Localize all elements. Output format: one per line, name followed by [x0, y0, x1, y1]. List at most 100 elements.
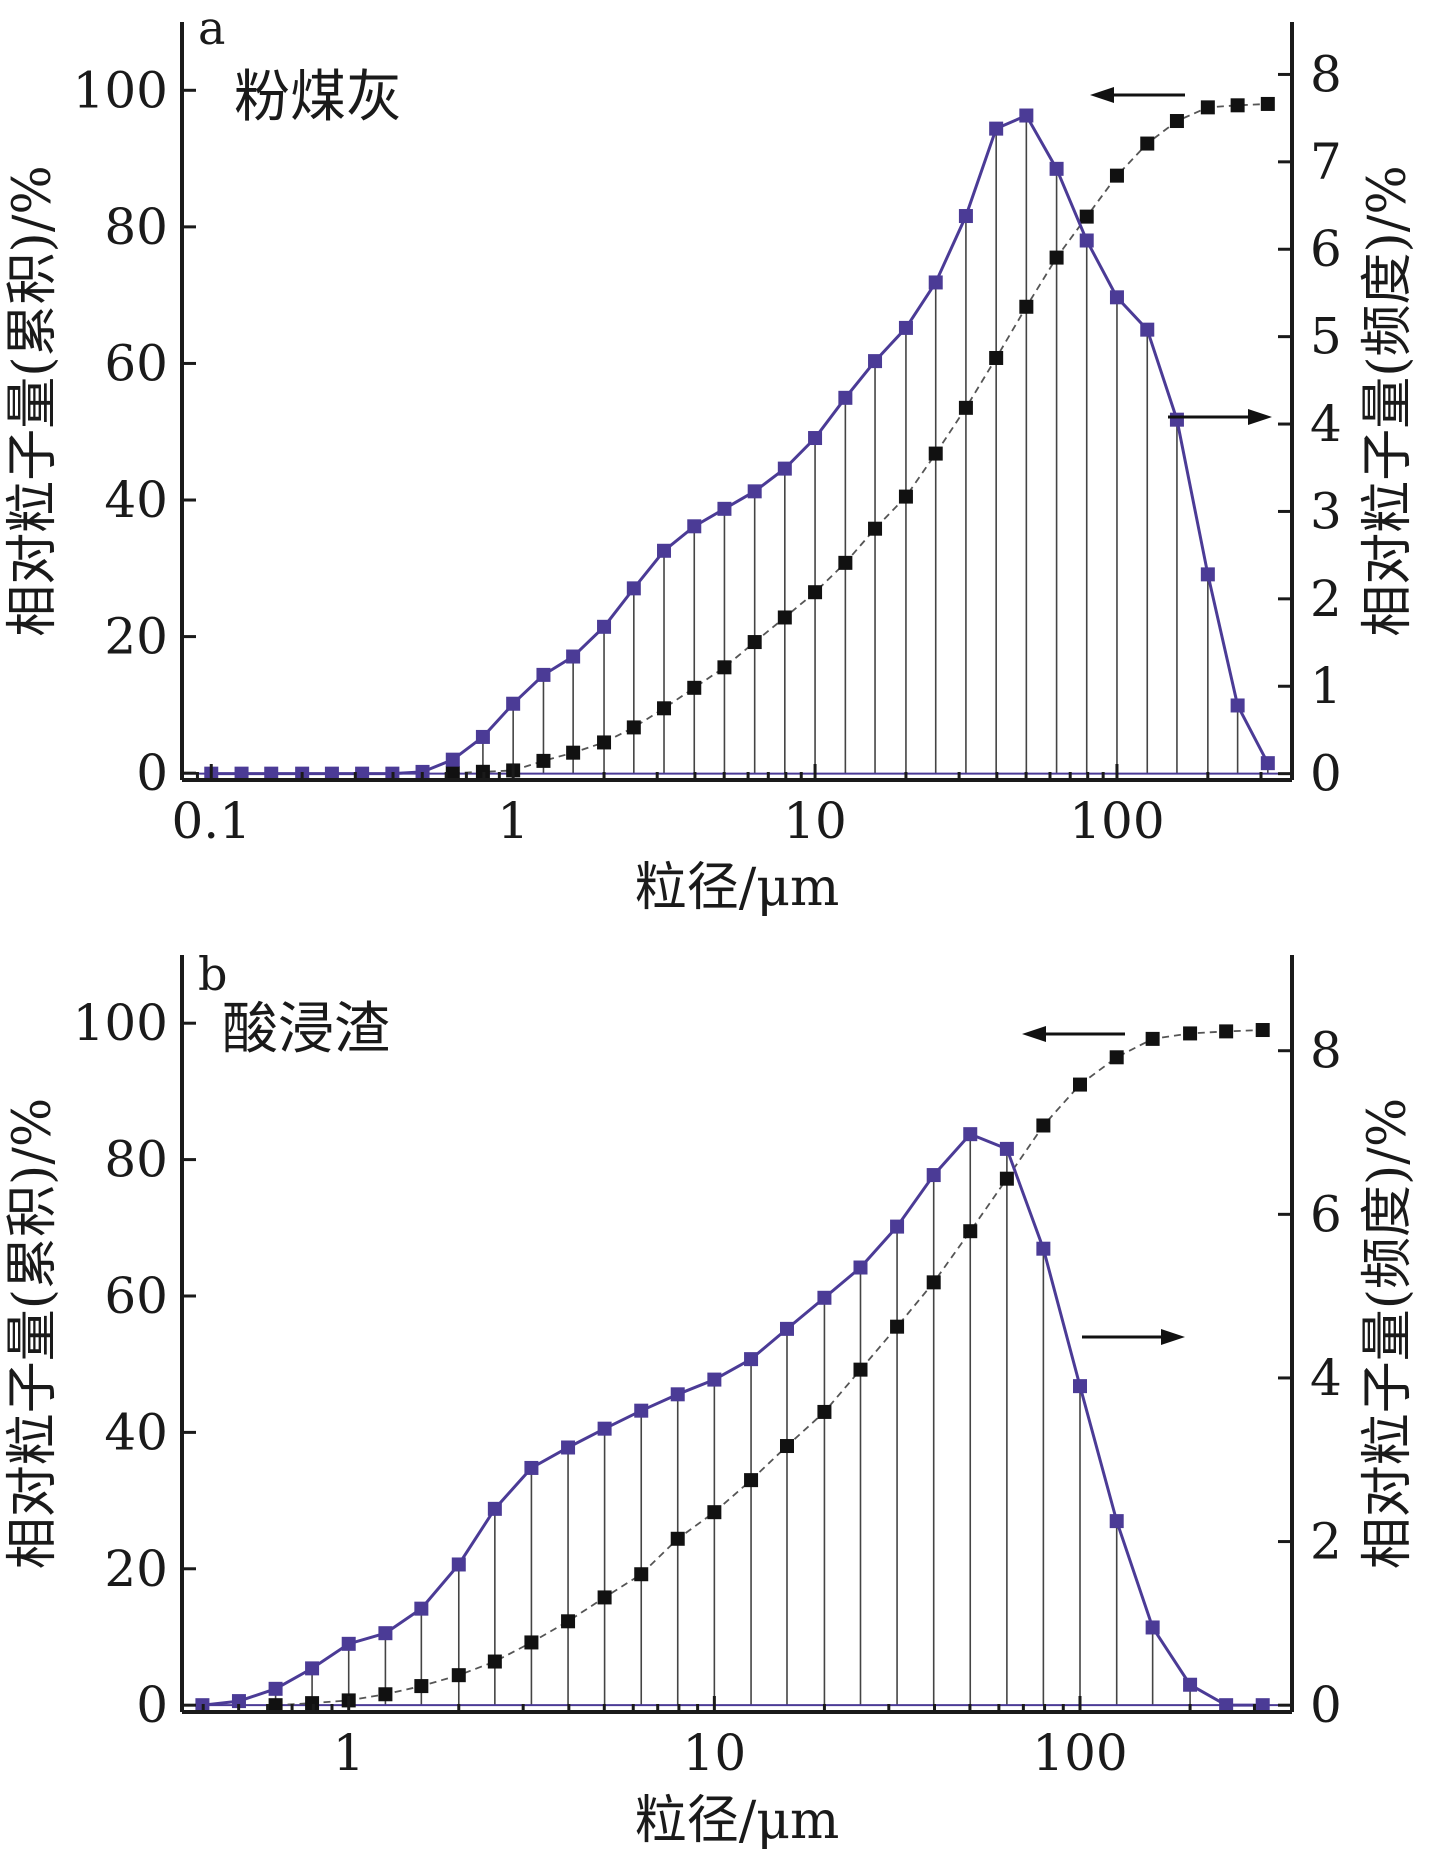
cumulative-point [1169, 114, 1184, 129]
frequency-point [378, 1626, 393, 1641]
cumulative-point [597, 1590, 612, 1605]
x-tick-label: 10 [683, 1724, 747, 1782]
frequency-point [487, 1501, 502, 1516]
right-y-tick-label: 5 [1310, 308, 1342, 366]
x-axis-title: 粒径/μm [635, 1791, 840, 1850]
cumulative-point [475, 764, 490, 779]
right-y-axis-title: 相对粒子量(频度)/% [1358, 1098, 1418, 1570]
cumulative-point [1230, 98, 1245, 113]
cumulative-point [687, 680, 702, 695]
x-tick-label: 100 [1032, 1724, 1127, 1782]
frequency-point [1230, 698, 1245, 713]
left-y-tick-label: 20 [104, 608, 168, 666]
cumulative-point [1145, 1031, 1160, 1046]
frequency-point [853, 1260, 868, 1275]
x-tick-label: 1 [497, 792, 529, 850]
frequency-point [414, 1601, 429, 1616]
frequency-point [1200, 567, 1215, 582]
cumulative-point [1183, 1026, 1198, 1041]
frequency-point [597, 619, 612, 634]
cumulative-point [707, 1505, 722, 1520]
frequency-point [657, 543, 672, 558]
cumulative-point [898, 489, 913, 504]
cumulative-point [1109, 1050, 1124, 1065]
cumulative-arrow-head [1090, 87, 1114, 103]
frequency-point [597, 1421, 612, 1436]
cumulative-point [989, 350, 1004, 365]
frequency-point [1109, 290, 1124, 305]
left-y-tick-label: 100 [73, 994, 168, 1052]
right-y-tick-label: 8 [1310, 1022, 1342, 1080]
frequency-point [1169, 412, 1184, 427]
frequency-point [926, 1168, 941, 1183]
cumulative-point [779, 1439, 794, 1454]
cumulative-point [958, 400, 973, 415]
cumulative-point [305, 1696, 320, 1711]
frequency-point [445, 752, 460, 767]
cumulative-point [268, 1698, 283, 1713]
left-y-tick-label: 40 [104, 471, 168, 529]
cumulative-point [817, 1404, 832, 1419]
frequency-point [268, 1681, 283, 1696]
right-y-tick-label: 4 [1310, 1349, 1342, 1407]
cumulative-point [890, 1319, 905, 1334]
frequency-point [475, 729, 490, 744]
right-y-tick-label: 7 [1310, 133, 1342, 191]
sample-name: 粉煤灰 [234, 65, 402, 130]
cumulative-point [566, 745, 581, 760]
frequency-point [561, 1440, 576, 1455]
cumulative-point [1073, 1077, 1088, 1092]
frequency-point [1036, 1241, 1051, 1256]
cumulative-point [1049, 250, 1064, 265]
cumulative-point [1036, 1118, 1051, 1133]
frequency-point [1109, 1514, 1124, 1529]
left-y-tick-label: 100 [73, 61, 168, 119]
frequency-point [1219, 1698, 1234, 1713]
frequency-point [817, 1290, 832, 1305]
left-y-tick-label: 0 [136, 1676, 168, 1734]
frequency-point [506, 696, 521, 711]
frequency-point [1145, 1620, 1160, 1635]
frequency-point [324, 766, 339, 781]
frequency-arrow-head [1248, 409, 1272, 425]
frequency-point [524, 1460, 539, 1475]
left-y-tick-label: 80 [104, 1131, 168, 1189]
left-y-axis-title: 相对粒子量(累积)/% [3, 165, 63, 637]
cumulative-point [808, 585, 823, 600]
right-y-tick-label: 8 [1310, 45, 1342, 103]
cumulative-point [747, 635, 762, 650]
right-y-tick-label: 0 [1310, 1676, 1342, 1734]
left-y-tick-label: 80 [104, 198, 168, 256]
frequency-point [451, 1557, 466, 1572]
cumulative-point [838, 555, 853, 570]
frequency-point [747, 484, 762, 499]
frequency-point [999, 1141, 1014, 1156]
frequency-point [1019, 108, 1034, 123]
cumulative-point [378, 1687, 393, 1702]
frequency-point [1049, 161, 1064, 176]
frequency-point [1079, 233, 1094, 248]
frequency-point [1260, 756, 1275, 771]
frequency-point [928, 275, 943, 290]
frequency-point [1073, 1379, 1088, 1394]
cumulative-point [744, 1473, 759, 1488]
frequency-point [536, 667, 551, 682]
cumulative-point [1219, 1024, 1234, 1039]
cumulative-point [597, 735, 612, 750]
right-y-tick-label: 4 [1310, 395, 1342, 453]
right-y-tick-label: 3 [1310, 482, 1342, 540]
frequency-point [634, 1403, 649, 1418]
cumulative-point [777, 610, 792, 625]
frequency-line [211, 113, 1270, 776]
cumulative-point [451, 1668, 466, 1683]
left-y-tick-label: 60 [104, 334, 168, 392]
right-y-tick-label: 2 [1310, 1513, 1342, 1571]
right-y-tick-label: 2 [1310, 570, 1342, 628]
x-tick-label: 100 [1069, 792, 1164, 850]
left-y-tick-label: 0 [136, 744, 168, 802]
frequency-point [1183, 1677, 1198, 1692]
frequency-point [670, 1387, 685, 1402]
cumulative-point [1140, 136, 1155, 151]
cumulative-point [414, 1679, 429, 1694]
right-y-tick-label: 6 [1310, 220, 1342, 278]
